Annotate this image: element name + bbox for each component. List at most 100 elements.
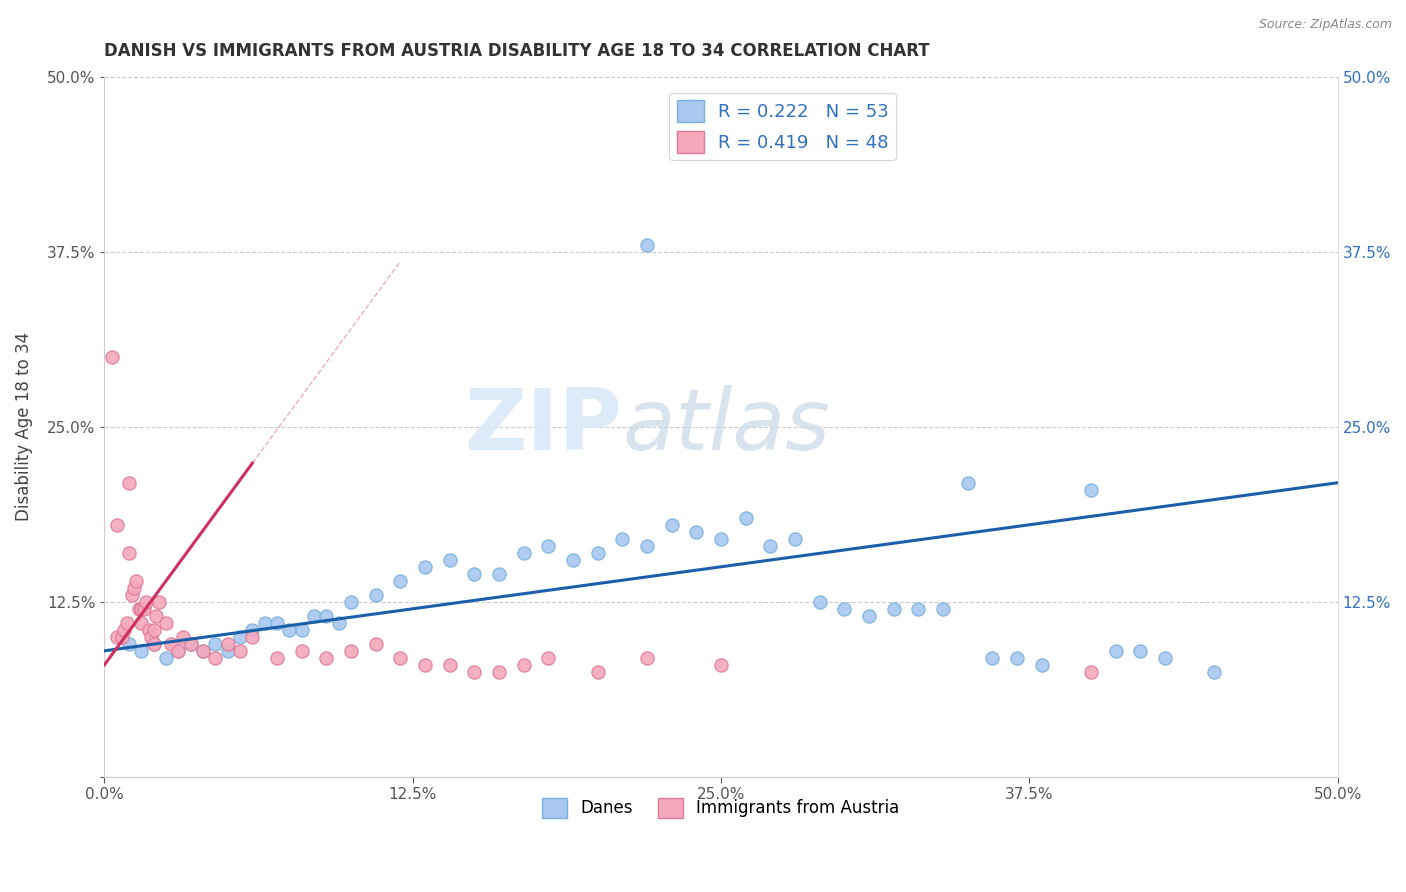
Point xyxy=(217,644,239,658)
Point xyxy=(328,615,350,630)
Point xyxy=(636,237,658,252)
Point xyxy=(340,644,363,658)
Point xyxy=(636,539,658,553)
Point xyxy=(131,602,153,616)
Point xyxy=(167,644,190,658)
Point xyxy=(1005,650,1028,665)
Point xyxy=(125,574,148,588)
Point xyxy=(135,595,157,609)
Point xyxy=(191,644,214,658)
Point xyxy=(883,602,905,616)
Point xyxy=(105,630,128,644)
Point xyxy=(907,602,929,616)
Point xyxy=(131,615,153,630)
Text: DANISH VS IMMIGRANTS FROM AUSTRIA DISABILITY AGE 18 TO 34 CORRELATION CHART: DANISH VS IMMIGRANTS FROM AUSTRIA DISABI… xyxy=(104,42,929,60)
Text: atlas: atlas xyxy=(623,385,831,468)
Point xyxy=(1080,665,1102,679)
Point xyxy=(111,630,134,644)
Point xyxy=(389,650,412,665)
Point xyxy=(142,623,165,637)
Point xyxy=(562,553,585,567)
Point xyxy=(204,650,226,665)
Point xyxy=(537,539,560,553)
Point xyxy=(229,630,252,644)
Point xyxy=(1104,644,1126,658)
Point xyxy=(242,623,264,637)
Point xyxy=(612,532,634,546)
Point xyxy=(180,637,202,651)
Point xyxy=(253,615,276,630)
Point xyxy=(217,637,239,651)
Point xyxy=(315,608,337,623)
Point xyxy=(142,637,165,651)
Point xyxy=(229,644,252,658)
Point xyxy=(131,644,153,658)
Point xyxy=(636,650,658,665)
Point xyxy=(413,559,436,574)
Point xyxy=(463,566,485,581)
Point xyxy=(291,644,314,658)
Point xyxy=(160,637,183,651)
Point xyxy=(112,623,135,637)
Point xyxy=(439,657,461,672)
Point xyxy=(118,546,141,560)
Point xyxy=(858,608,880,623)
Point xyxy=(710,532,733,546)
Point xyxy=(364,637,387,651)
Point xyxy=(364,588,387,602)
Point xyxy=(172,630,194,644)
Point xyxy=(266,615,288,630)
Point xyxy=(122,581,145,595)
Point xyxy=(302,608,325,623)
Point xyxy=(834,602,856,616)
Point xyxy=(340,595,363,609)
Point xyxy=(661,517,683,532)
Point xyxy=(981,650,1004,665)
Point xyxy=(266,650,288,665)
Point xyxy=(586,546,609,560)
Point xyxy=(278,623,301,637)
Point xyxy=(132,602,155,616)
Point xyxy=(439,553,461,567)
Point xyxy=(512,657,534,672)
Point xyxy=(105,517,128,532)
Point xyxy=(413,657,436,672)
Point xyxy=(1204,665,1226,679)
Point xyxy=(1031,657,1053,672)
Point xyxy=(155,650,177,665)
Point xyxy=(145,608,167,623)
Point xyxy=(155,615,177,630)
Point xyxy=(734,510,756,524)
Point xyxy=(118,475,141,490)
Point xyxy=(783,532,806,546)
Point xyxy=(389,574,412,588)
Point xyxy=(1154,650,1177,665)
Point xyxy=(204,637,226,651)
Point xyxy=(315,650,337,665)
Point xyxy=(148,595,170,609)
Point xyxy=(115,615,138,630)
Text: Source: ZipAtlas.com: Source: ZipAtlas.com xyxy=(1258,18,1392,31)
Point xyxy=(1129,644,1152,658)
Point xyxy=(759,539,782,553)
Point xyxy=(121,588,143,602)
Point xyxy=(1080,483,1102,497)
Point xyxy=(128,602,150,616)
Point xyxy=(537,650,560,665)
Point xyxy=(291,623,314,637)
Point xyxy=(118,637,141,651)
Point xyxy=(142,637,165,651)
Point xyxy=(956,475,979,490)
Point xyxy=(586,665,609,679)
Point xyxy=(191,644,214,658)
Point xyxy=(488,566,510,581)
Point xyxy=(101,350,124,364)
Point xyxy=(180,637,202,651)
Point xyxy=(710,657,733,672)
Legend: Danes, Immigrants from Austria: Danes, Immigrants from Austria xyxy=(536,791,907,824)
Point xyxy=(685,524,707,539)
Point xyxy=(463,665,485,679)
Point xyxy=(167,644,190,658)
Text: ZIP: ZIP xyxy=(464,385,623,468)
Point xyxy=(932,602,955,616)
